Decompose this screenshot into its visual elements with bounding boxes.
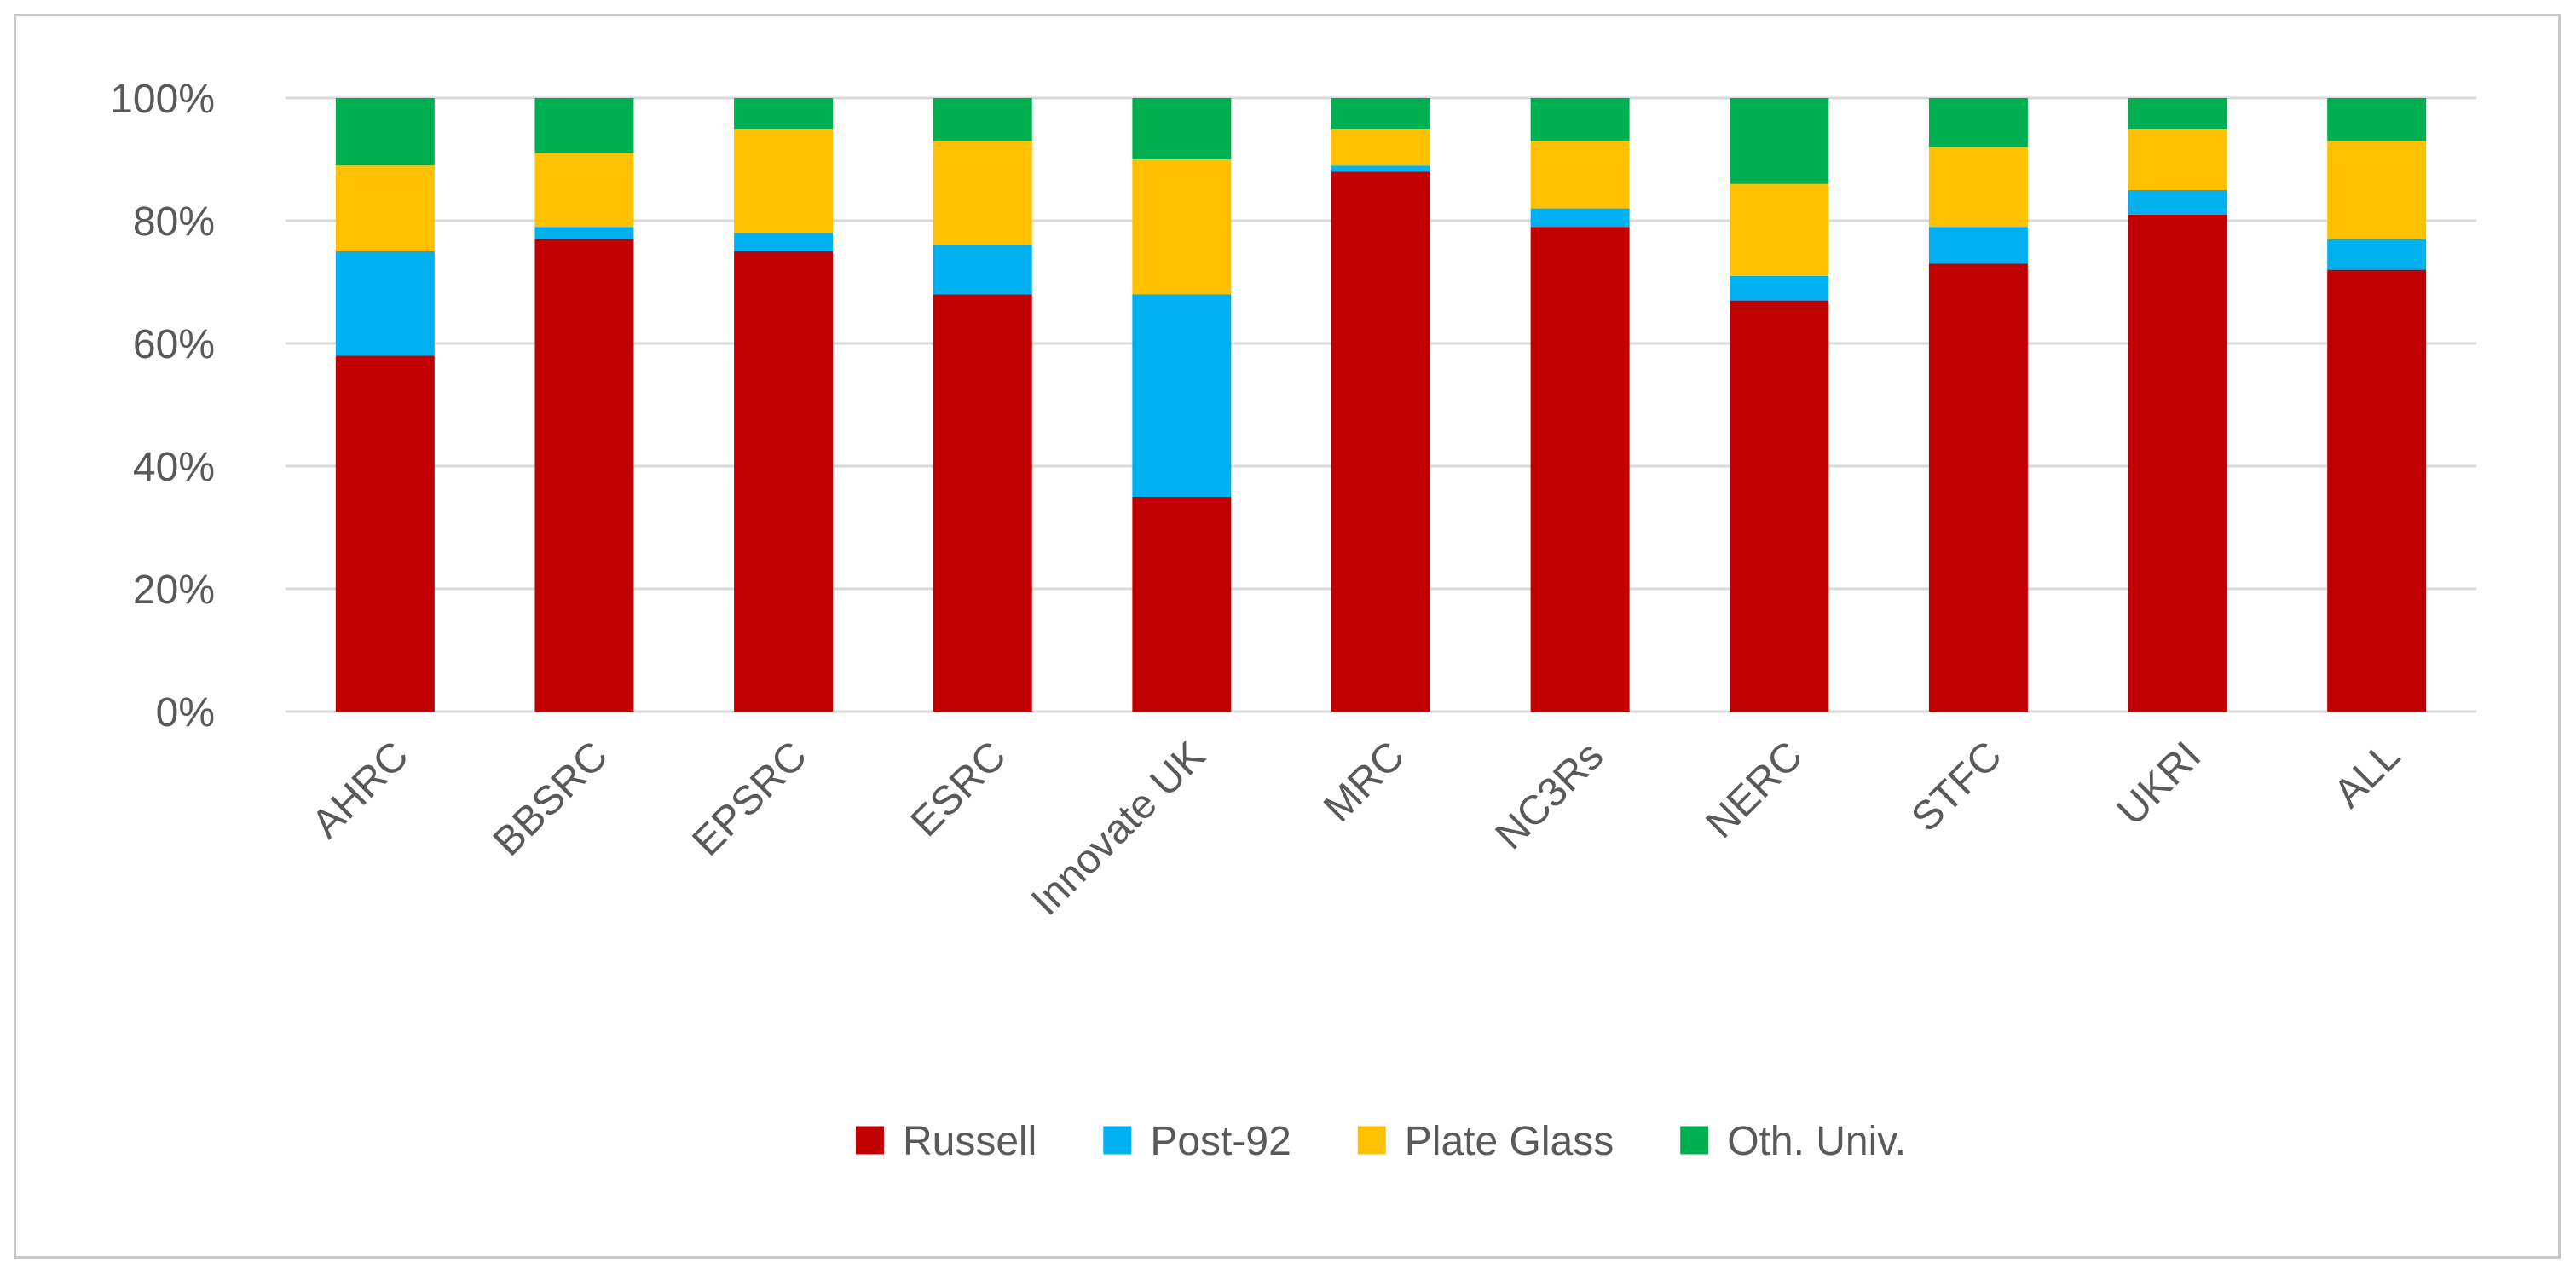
legend-swatch-post-92 — [1103, 1126, 1132, 1155]
legend-label-post-92: Post-92 — [1150, 1119, 1291, 1164]
bar-segment-post-92 — [1331, 165, 1430, 172]
bar-segment-russell — [2327, 269, 2427, 712]
bar-segment-russell — [2128, 214, 2227, 712]
bar-segment-russell — [335, 355, 435, 712]
bar-segment-plate-glass — [1132, 159, 1232, 295]
x-tick-label: NC3Rs — [1487, 733, 1613, 858]
x-tick-label: NERC — [1697, 733, 1811, 847]
bar-segment-oth-univ — [2128, 98, 2227, 129]
bar-segment-oth-univ — [1530, 98, 1630, 141]
bar-segment-oth-univ — [1331, 98, 1430, 129]
bar-segment-post-92 — [1928, 227, 2028, 264]
x-tick-label: ESRC — [903, 733, 1015, 845]
y-tick-label: 0% — [156, 690, 215, 735]
bar-segment-oth-univ — [734, 98, 834, 129]
y-tick-label: 40% — [133, 445, 215, 490]
legend-swatch-oth-univ — [1680, 1126, 1709, 1155]
bar-segment-russell — [1530, 227, 1630, 712]
legend-label-oth-univ: Oth. Univ. — [1727, 1119, 1906, 1164]
bar-segment-russell — [734, 251, 834, 712]
x-tick-label: ALL — [2325, 733, 2409, 816]
bar-segment-plate-glass — [335, 165, 435, 251]
bar-segment-oth-univ — [1132, 98, 1232, 159]
bar-segment-russell — [1928, 263, 2028, 712]
legend-swatch-russell — [855, 1126, 884, 1155]
bar-segment-post-92 — [335, 251, 435, 356]
bar-segment-plate-glass — [1331, 129, 1430, 166]
x-axis: AHRC BBSRC EPSRC ESRC Innovate UK MRC NC3Rs NER… — [303, 733, 2409, 924]
bar-segment-plate-glass — [2327, 141, 2427, 239]
bar-segment-russell — [1730, 300, 1829, 712]
bar-segment-russell — [534, 239, 634, 712]
bar-segment-russell — [1331, 171, 1430, 712]
bar-segment-oth-univ — [534, 98, 634, 153]
x-tick-label: MRC — [1315, 733, 1413, 831]
x-tick-label: BBSRC — [485, 733, 616, 864]
x-tick-label: Innovate UK — [1023, 733, 1214, 924]
bar-segment-oth-univ — [2327, 98, 2427, 141]
y-tick-label: 20% — [133, 568, 215, 613]
bar-segment-post-92 — [534, 227, 634, 239]
x-tick-label: UKRI — [2109, 733, 2210, 834]
bar-segment-plate-glass — [933, 141, 1032, 245]
bar-segment-plate-glass — [2128, 129, 2227, 190]
y-tick-label: 100% — [110, 77, 215, 122]
bar-segment-post-92 — [2327, 239, 2427, 270]
bar-segment-post-92 — [2128, 190, 2227, 215]
bar-segment-plate-glass — [734, 129, 834, 233]
bar-segment-plate-glass — [534, 153, 634, 228]
legend-label-russell: Russell — [903, 1119, 1037, 1164]
bar-segment-post-92 — [734, 233, 834, 251]
bar-segment-oth-univ — [1730, 98, 1829, 184]
legend: Russell Post-92 Plate Glass Oth. Univ. — [855, 1119, 1906, 1164]
bar-segment-post-92 — [1730, 275, 1829, 301]
bar-segment-oth-univ — [335, 98, 435, 166]
y-tick-label: 60% — [133, 322, 215, 367]
y-tick-label: 80% — [133, 199, 215, 245]
bar-segment-post-92 — [1132, 294, 1232, 497]
bar-segment-plate-glass — [1730, 183, 1829, 276]
bar-segment-russell — [1132, 497, 1232, 712]
bar-segment-plate-glass — [1928, 147, 2028, 228]
bar-segment-russell — [933, 294, 1032, 712]
x-tick-label: EPSRC — [684, 733, 815, 864]
x-tick-label: AHRC — [303, 733, 418, 847]
bar-segment-oth-univ — [933, 98, 1032, 141]
bar-segment-post-92 — [933, 245, 1032, 295]
bar-segment-plate-glass — [1530, 141, 1630, 209]
x-tick-label: STFC — [1903, 733, 2011, 840]
y-axis: 0% 20% 40% 60% 80% 100% — [110, 77, 215, 735]
bar-segment-post-92 — [1530, 208, 1630, 228]
bars — [335, 98, 2427, 712]
legend-label-plate-glass: Plate Glass — [1405, 1119, 1614, 1164]
legend-swatch-plate-glass — [1357, 1126, 1386, 1155]
bar-segment-oth-univ — [1928, 98, 2028, 147]
